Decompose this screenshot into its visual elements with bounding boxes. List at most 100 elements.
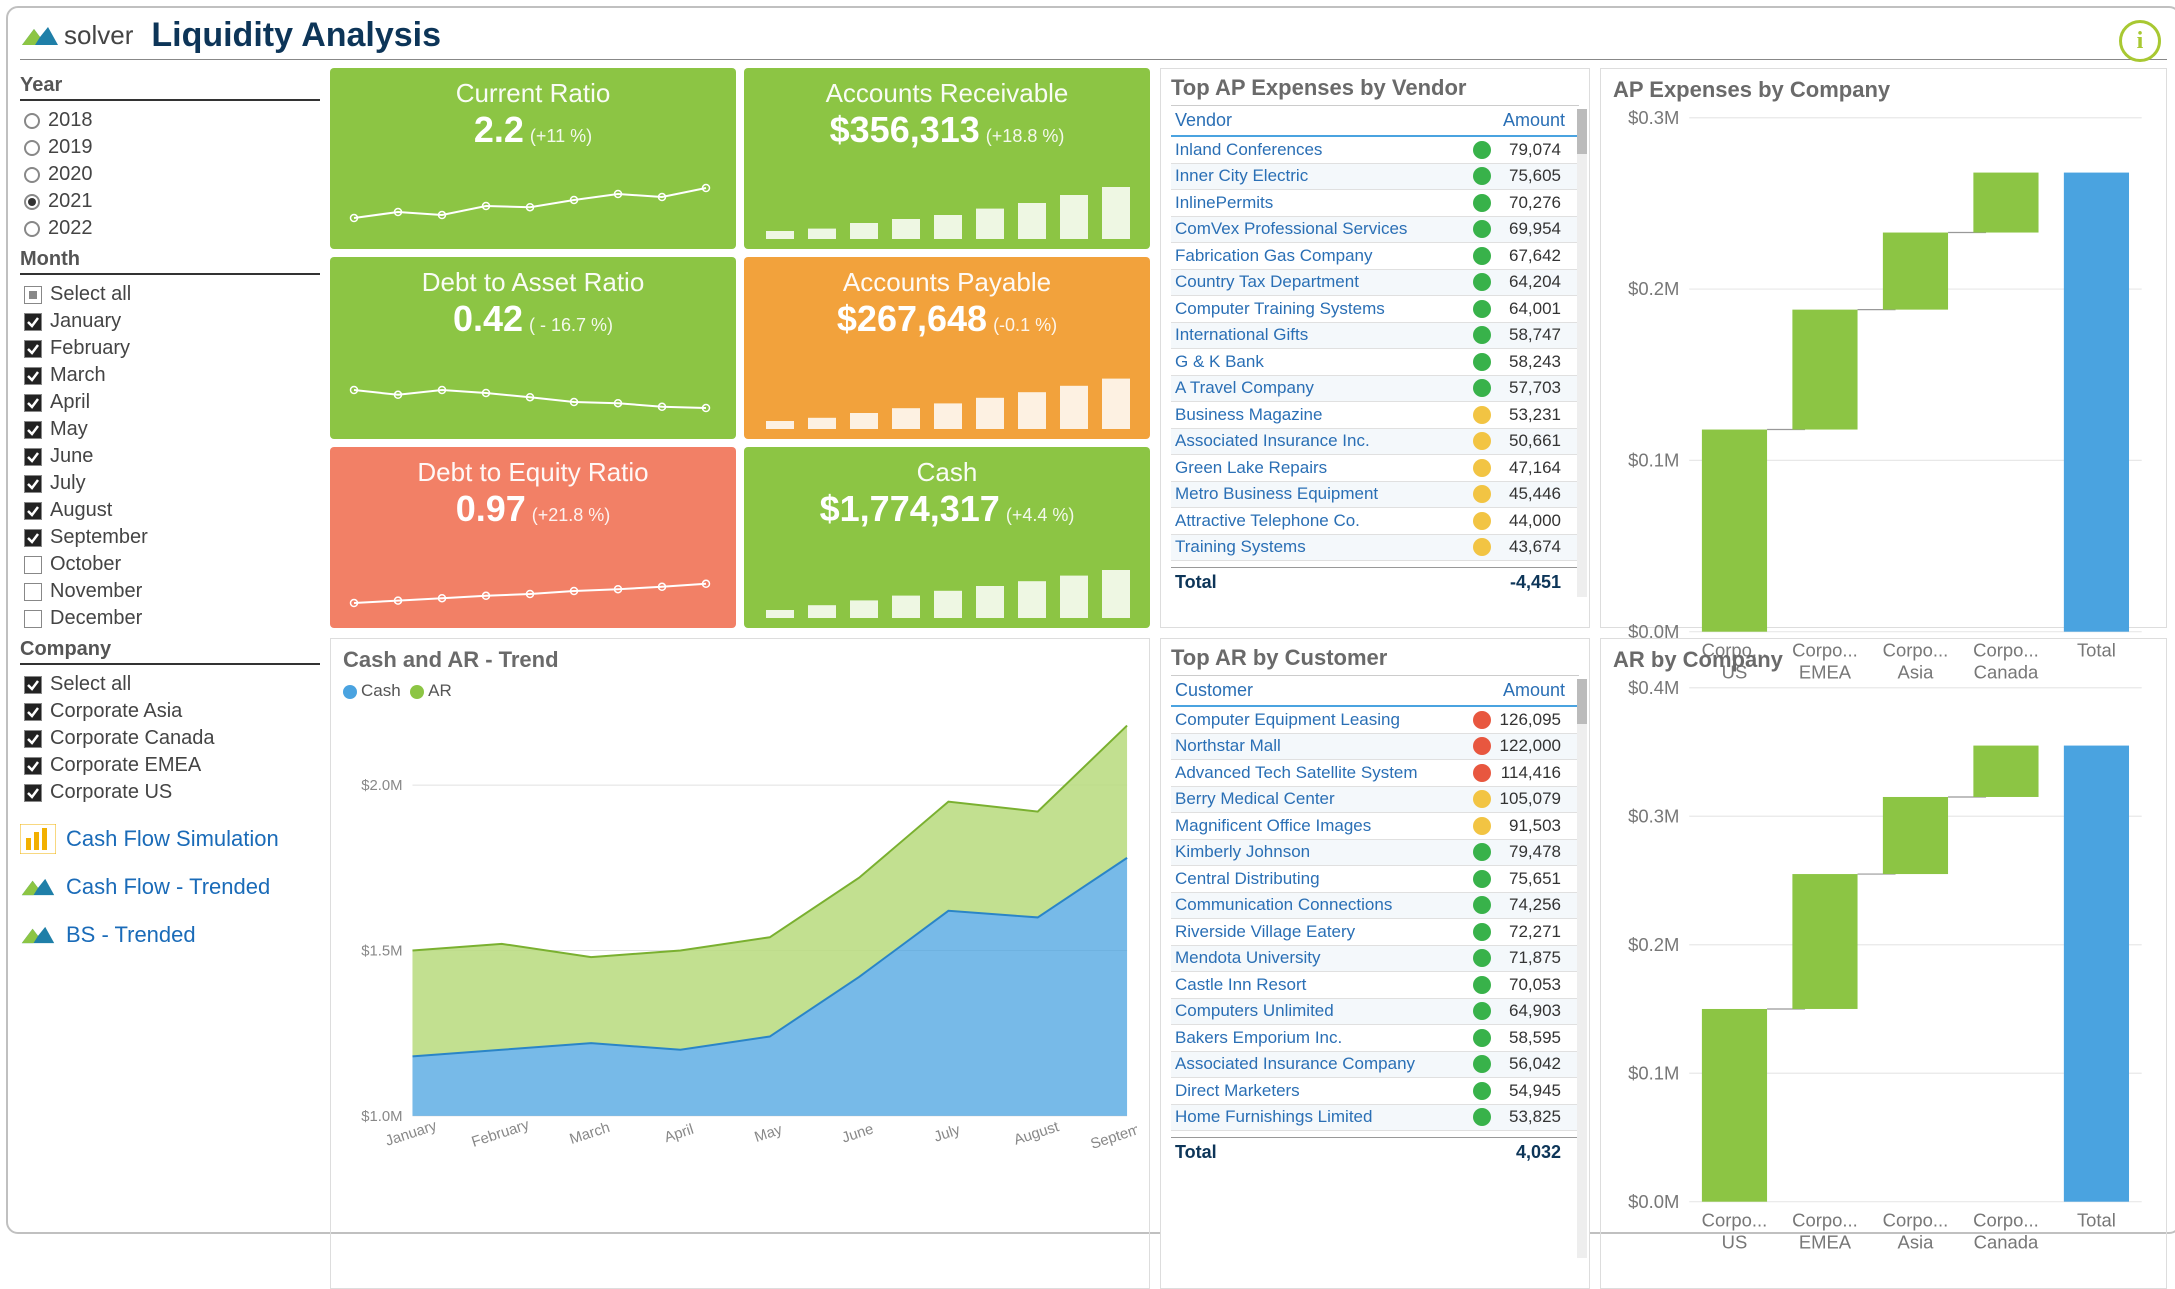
svg-text:Corpo...: Corpo...: [1883, 1209, 1949, 1230]
kpi-title: Debt to Asset Ratio: [422, 267, 645, 298]
month-option[interactable]: August: [20, 497, 320, 524]
checkbox-icon: [24, 340, 42, 358]
month-option[interactable]: July: [20, 470, 320, 497]
table-row[interactable]: Riverside Village Eatery72,271: [1171, 919, 1579, 946]
month-option[interactable]: April: [20, 389, 320, 416]
trend-title: Cash and AR - Trend: [343, 647, 1137, 673]
nav-link[interactable]: Cash Flow - Trended: [20, 872, 320, 902]
status-dot: [1473, 512, 1491, 530]
table-row[interactable]: Inner City Electric75,605: [1171, 164, 1579, 191]
month-select-all[interactable]: Select all: [20, 281, 320, 308]
svg-text:Corpo...: Corpo...: [1973, 1209, 2039, 1230]
status-dot: [1473, 923, 1491, 941]
company-select-all[interactable]: Select all: [20, 671, 320, 698]
table-row[interactable]: Bakers Emporium Inc.58,595: [1171, 1025, 1579, 1052]
month-option[interactable]: September: [20, 524, 320, 551]
table-row[interactable]: Direct Marketers54,945: [1171, 1078, 1579, 1105]
table-row[interactable]: International Gifts58,747: [1171, 323, 1579, 350]
ap-vendor-title: Top AP Expenses by Vendor: [1171, 75, 1579, 101]
company-option[interactable]: Corporate Asia: [20, 698, 320, 725]
month-option[interactable]: May: [20, 416, 320, 443]
table-row[interactable]: Castle Inn Resort70,053: [1171, 972, 1579, 999]
status-dot: [1473, 870, 1491, 888]
month-option[interactable]: February: [20, 335, 320, 362]
table-row[interactable]: Attractive Telephone Co.44,000: [1171, 508, 1579, 535]
kpi-delta: (+11 %): [530, 126, 592, 146]
svg-text:$0.2M: $0.2M: [1628, 934, 1679, 955]
status-dot: [1473, 300, 1491, 318]
table-row[interactable]: Business Magazine53,231: [1171, 402, 1579, 429]
table-row[interactable]: Associated Insurance Inc.50,661: [1171, 429, 1579, 456]
month-option[interactable]: March: [20, 362, 320, 389]
table-row[interactable]: Magnificent Office Images91,503: [1171, 813, 1579, 840]
content-grid: Current Ratio 2.2(+11 %) Accounts Receiv…: [330, 68, 2167, 1188]
checkbox-icon: [24, 421, 42, 439]
info-icon[interactable]: i: [2119, 20, 2161, 62]
trend-panel: Cash and AR - Trend Cash AR $1.0M$1.5M$2…: [330, 638, 1150, 1289]
table-row[interactable]: ComVex Professional Services69,954: [1171, 217, 1579, 244]
ar-company-chart: $0.0M$0.1M$0.2M$0.3M$0.4MCorpo...USCorpo…: [1613, 673, 2154, 1275]
checkbox-icon: [24, 286, 42, 304]
scrollbar[interactable]: [1577, 109, 1587, 597]
month-option[interactable]: November: [20, 578, 320, 605]
table-row[interactable]: Metro Business Equipment45,446: [1171, 482, 1579, 509]
scrollbar[interactable]: [1577, 679, 1587, 1258]
table-row[interactable]: Kimberly Johnson79,478: [1171, 840, 1579, 867]
table-row[interactable]: Computer Equipment Leasing126,095: [1171, 707, 1579, 734]
checkbox-icon: [24, 475, 42, 493]
svg-text:$1.5M: $1.5M: [361, 943, 402, 959]
kpi-title: Accounts Payable: [843, 267, 1051, 298]
table-row[interactable]: Advanced Tech Satellite System114,416: [1171, 760, 1579, 787]
kpi-value: $267,648: [837, 298, 987, 339]
status-dot: [1473, 790, 1491, 808]
kpi-card[interactable]: Current Ratio 2.2(+11 %): [330, 68, 736, 249]
kpi-card[interactable]: Debt to Equity Ratio 0.97(+21.8 %): [330, 447, 736, 628]
year-option-2018[interactable]: 2018: [20, 107, 320, 134]
table-row[interactable]: Home Furnishings Limited53,825: [1171, 1105, 1579, 1132]
status-dot: [1473, 764, 1491, 782]
table-row[interactable]: Berry Medical Center105,079: [1171, 787, 1579, 814]
checkbox-icon: [24, 583, 42, 601]
year-option-2019[interactable]: 2019: [20, 134, 320, 161]
table-row[interactable]: Communication Connections74,256: [1171, 893, 1579, 920]
svg-text:Corpo...: Corpo...: [1792, 1209, 1858, 1230]
table-row[interactable]: G & K Bank58,243: [1171, 349, 1579, 376]
table-row[interactable]: Training Systems43,674: [1171, 535, 1579, 562]
checkbox-icon: [24, 394, 42, 412]
status-dot: [1473, 247, 1491, 265]
table-row[interactable]: Computer Training Systems64,001: [1171, 296, 1579, 323]
company-option[interactable]: Corporate US: [20, 779, 320, 806]
table-row[interactable]: A Travel Company57,703: [1171, 376, 1579, 403]
kpi-title: Accounts Receivable: [826, 78, 1069, 109]
table-row[interactable]: Fabrication Gas Company67,642: [1171, 243, 1579, 270]
kpi-card[interactable]: Accounts Payable $267,648(-0.1 %): [744, 257, 1150, 438]
table-row[interactable]: Computers Unlimited64,903: [1171, 999, 1579, 1026]
table-row[interactable]: Country Tax Department64,204: [1171, 270, 1579, 297]
month-option[interactable]: December: [20, 605, 320, 632]
year-option-2022[interactable]: 2022: [20, 215, 320, 242]
kpi-card[interactable]: Cash $1,774,317(+4.4 %): [744, 447, 1150, 628]
table-row[interactable]: Northstar Mall122,000: [1171, 734, 1579, 761]
checkbox-icon: [24, 502, 42, 520]
month-option[interactable]: October: [20, 551, 320, 578]
nav-link[interactable]: Cash Flow Simulation: [20, 824, 320, 854]
page-title: Liquidity Analysis: [151, 16, 441, 55]
nav-link[interactable]: BS - Trended: [20, 920, 320, 950]
status-dot: [1473, 326, 1491, 344]
kpi-value: $1,774,317: [820, 488, 1000, 529]
table-row[interactable]: Inland Conferences79,074: [1171, 137, 1579, 164]
brand-text: solver: [64, 20, 133, 51]
month-option[interactable]: June: [20, 443, 320, 470]
company-option[interactable]: Corporate EMEA: [20, 752, 320, 779]
table-row[interactable]: Mendota University71,875: [1171, 946, 1579, 973]
table-row[interactable]: InlinePermits70,276: [1171, 190, 1579, 217]
year-option-2020[interactable]: 2020: [20, 161, 320, 188]
kpi-card[interactable]: Debt to Asset Ratio 0.42( - 16.7 %): [330, 257, 736, 438]
year-option-2021[interactable]: 2021: [20, 188, 320, 215]
month-option[interactable]: January: [20, 308, 320, 335]
table-row[interactable]: Green Lake Repairs47,164: [1171, 455, 1579, 482]
kpi-card[interactable]: Accounts Receivable $356,313(+18.8 %): [744, 68, 1150, 249]
company-option[interactable]: Corporate Canada: [20, 725, 320, 752]
table-row[interactable]: Associated Insurance Company56,042: [1171, 1052, 1579, 1079]
table-row[interactable]: Central Distributing75,651: [1171, 866, 1579, 893]
